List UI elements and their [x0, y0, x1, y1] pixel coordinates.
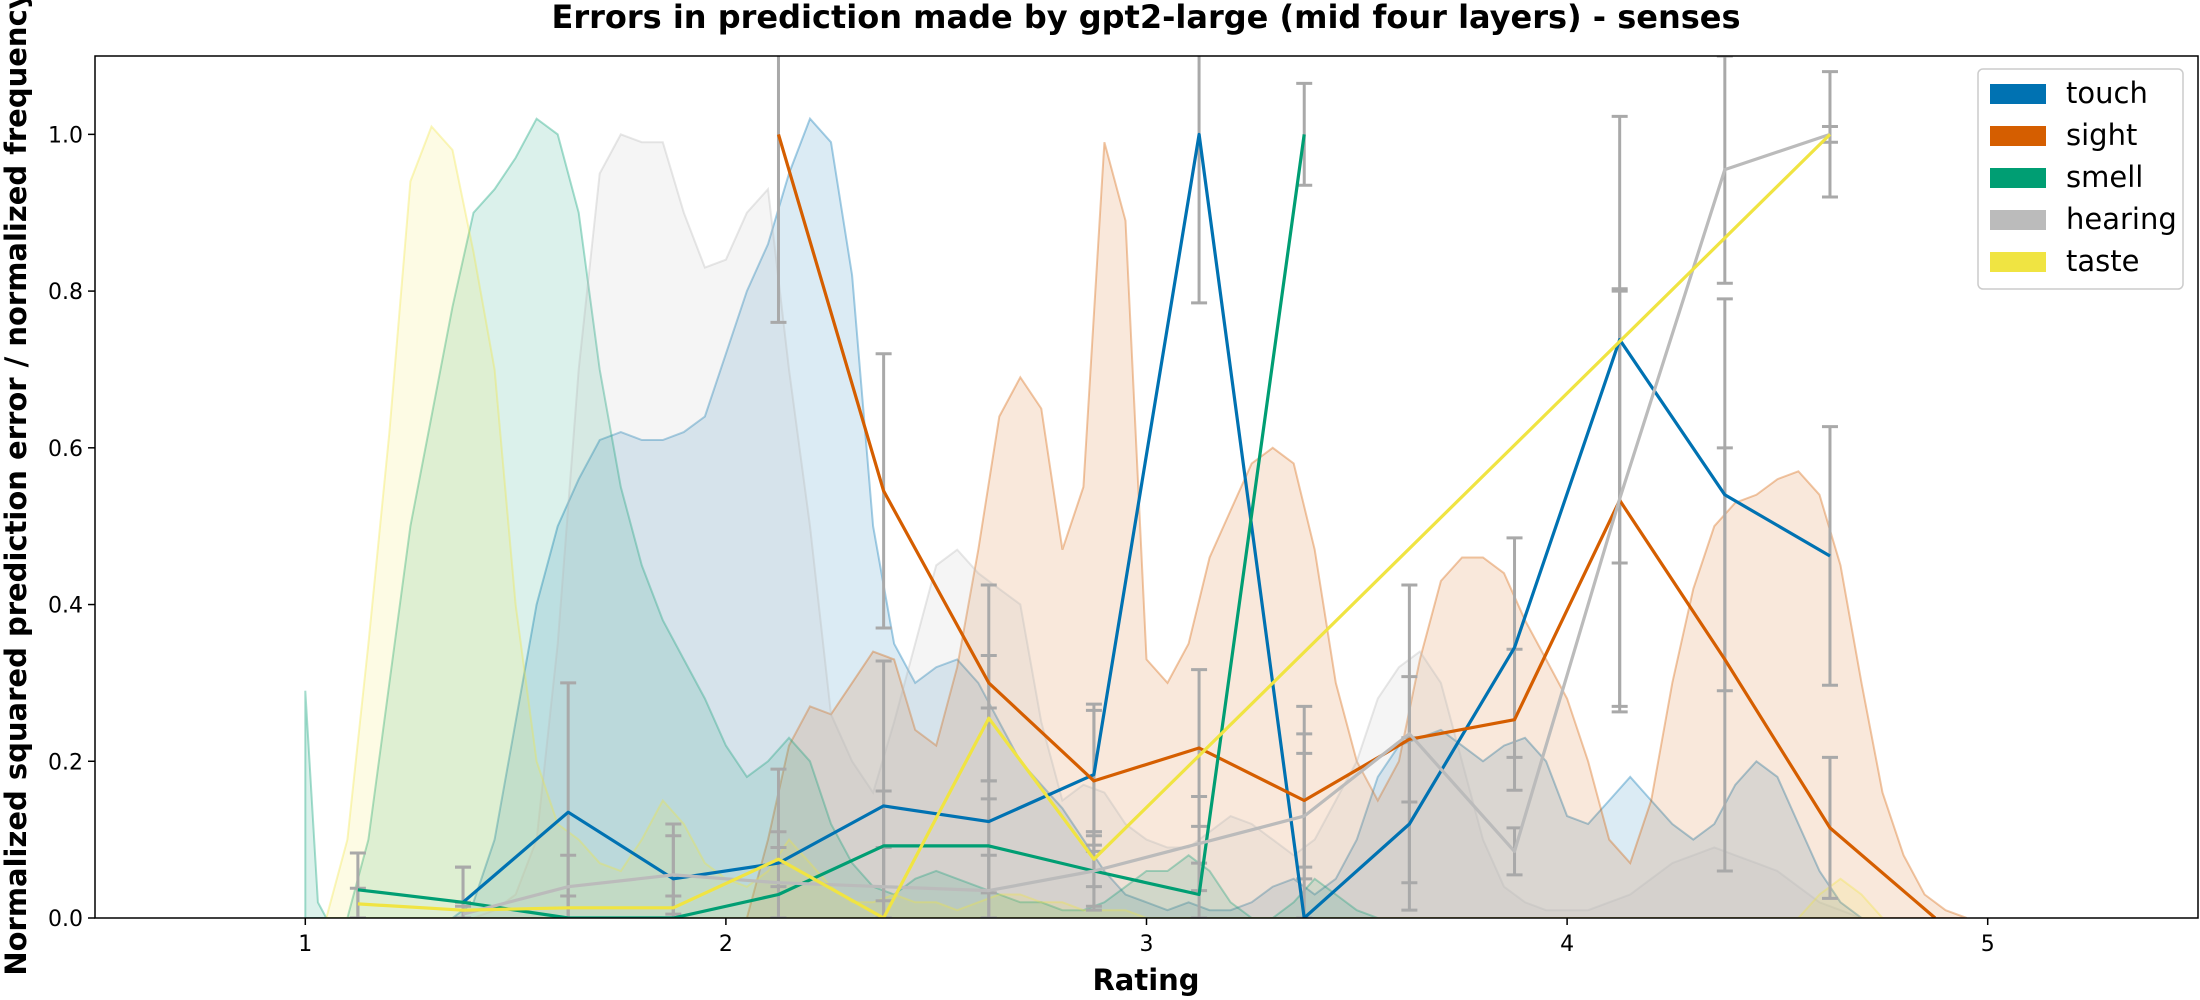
smell-legend-label: smell — [2066, 160, 2143, 194]
y-tick-label: 0.4 — [48, 594, 83, 619]
sight-line — [776, 133, 1937, 918]
touch-frequency-area — [450, 116, 1864, 918]
sight-frequency-area — [745, 141, 1968, 918]
taste-legend-label: taste — [2066, 244, 2139, 278]
y-tick-label: 0.0 — [48, 907, 83, 932]
plot-content — [304, 56, 1968, 918]
y-tick-label: 0.6 — [48, 437, 83, 462]
y-tick-label: 1.0 — [48, 123, 83, 148]
hearing-line — [462, 132, 1831, 916]
smell-frequency-area — [304, 117, 1379, 918]
sight-legend-swatch — [1990, 126, 2046, 146]
touch-legend-swatch — [1990, 84, 2046, 104]
legend: touch sight smell hearing taste — [1977, 68, 2184, 290]
x-tick-label: 5 — [1981, 932, 1995, 957]
plot-area: 1 2 3 4 5 0.0 0.2 0.4 0.6 0.8 1.0 — [48, 55, 2199, 957]
y-tick-label: 0.8 — [48, 280, 83, 305]
smell-legend-swatch — [1990, 168, 2046, 188]
taste-legend-swatch — [1990, 252, 2046, 272]
legend-box — [1977, 68, 2184, 290]
taste-line — [357, 133, 1832, 918]
x-tick-label: 3 — [1140, 932, 1154, 957]
x-tick-label: 4 — [1560, 932, 1574, 957]
hearing-legend-label: hearing — [2066, 202, 2177, 236]
x-tick-label: 1 — [298, 932, 312, 957]
x-axis-label: Rating — [1092, 963, 1199, 997]
y-axis-label: Normalized squared prediction error / no… — [0, 0, 33, 976]
hearing-legend-swatch — [1990, 210, 2046, 230]
x-tick-label: 2 — [719, 932, 733, 957]
sight-legend-label: sight — [2066, 118, 2137, 152]
y-tick-label: 0.2 — [48, 750, 83, 775]
chart-title: Errors in prediction made by gpt2-large … — [551, 0, 1740, 36]
touch-legend-label: touch — [2066, 76, 2148, 110]
